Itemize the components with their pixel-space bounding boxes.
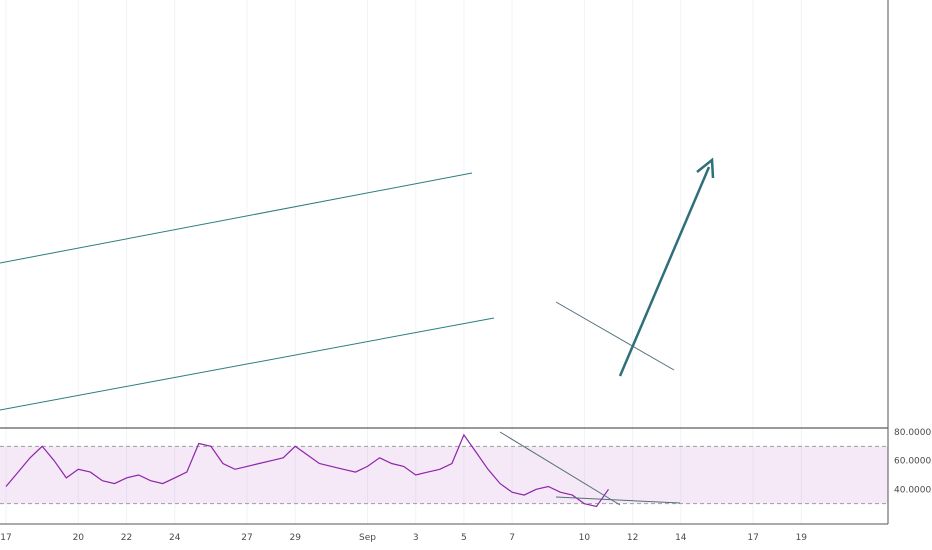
rsi-tick-label: 60.0000 — [894, 457, 931, 467]
rsi-band — [0, 446, 888, 504]
time-tick-label: 7 — [509, 533, 515, 543]
grid-layer — [0, 0, 889, 525]
time-tick-label: 20 — [73, 533, 85, 543]
time-tick-label: 14 — [675, 533, 687, 543]
rsi-trendline — [555, 496, 681, 504]
time-tick-label: 3 — [413, 533, 419, 543]
rsi-line — [5, 433, 609, 508]
channel-upper-line — [0, 172, 473, 264]
rsi-tick-label: 80.0000 — [894, 428, 931, 438]
rsi-trendline — [499, 431, 621, 506]
time-tick-label: 17 — [747, 533, 758, 543]
price-axis: 0.000064000.000062000.000060000.00005800… — [894, 428, 931, 495]
time-tick-label: 5 — [461, 533, 467, 543]
rsi-panel — [0, 431, 888, 508]
time-tick-label: Sep — [359, 533, 376, 543]
time-tick-label: 19 — [796, 533, 808, 543]
time-tick-label: 29 — [289, 533, 301, 543]
channel-lines — [0, 172, 675, 411]
projection-arrowhead — [696, 157, 715, 179]
projection-arrow — [618, 157, 715, 377]
time-tick-label: 17 — [0, 533, 11, 543]
projection-arrow-line — [618, 166, 711, 377]
time-tick-label: 24 — [169, 533, 181, 543]
time-tick-label: 27 — [241, 533, 252, 543]
time-tick-label: 10 — [579, 533, 591, 543]
time-tick-label: 12 — [627, 533, 638, 543]
rsi-tick-label: 40.0000 — [894, 485, 931, 495]
descending-trendline — [555, 301, 675, 371]
channel-lower-line — [0, 317, 495, 411]
time-axis: 17 20 22 24 27 29 Sep 3 5 7 10 12 14 17 19 — [0, 533, 807, 543]
time-tick-label: 22 — [121, 533, 132, 543]
